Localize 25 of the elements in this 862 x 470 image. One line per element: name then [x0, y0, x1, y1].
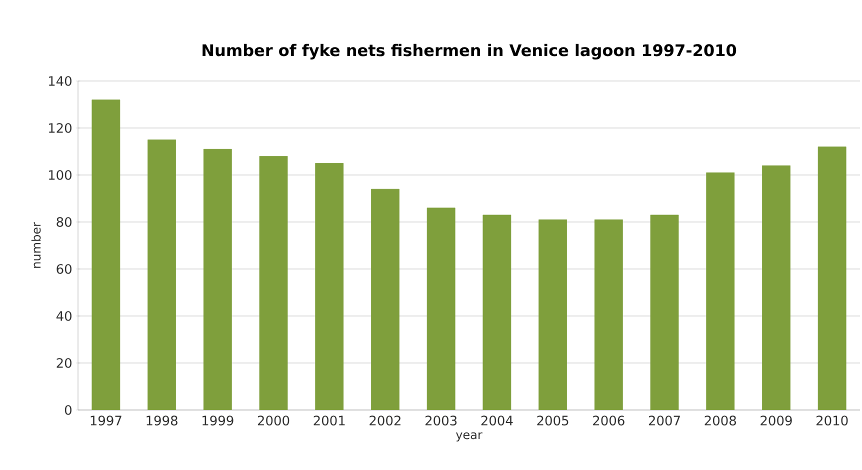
x-tick-label: 2009 — [760, 416, 792, 426]
x-tick-label: 1999 — [202, 416, 234, 426]
x-tick-label: 1997 — [90, 416, 122, 426]
x-tick-label: 2007 — [648, 416, 680, 426]
x-tick-label: 2010 — [816, 416, 848, 426]
x-tick-label: 1998 — [146, 416, 178, 426]
chart-title: Number of fyke nets fishermen in Venice lagoon 1997-2010 — [202, 44, 736, 60]
x-tick-label: 2001 — [314, 416, 345, 426]
x-tick-label: 2000 — [258, 416, 290, 426]
y-tick-label: 0 — [64, 405, 72, 415]
x-tick-label: 2005 — [537, 416, 568, 426]
x-axis-title: year — [456, 432, 482, 442]
y-tick-label: 20 — [56, 358, 72, 368]
y-tick-label: 120 — [48, 123, 72, 133]
x-tick-label: 2003 — [425, 416, 457, 426]
y-tick-label: 40 — [56, 311, 72, 321]
x-tick-label: 2006 — [593, 416, 624, 426]
y-axis-title: number — [31, 222, 41, 268]
x-tick-label: 2002 — [370, 416, 400, 426]
x-tick-label: 2008 — [704, 416, 736, 426]
y-tick-label: 80 — [56, 217, 72, 227]
y-tick-label: 60 — [56, 264, 72, 274]
y-tick-label: 140 — [48, 76, 72, 86]
x-tick-label: 2004 — [481, 416, 513, 426]
y-tick-label: 100 — [48, 170, 72, 180]
